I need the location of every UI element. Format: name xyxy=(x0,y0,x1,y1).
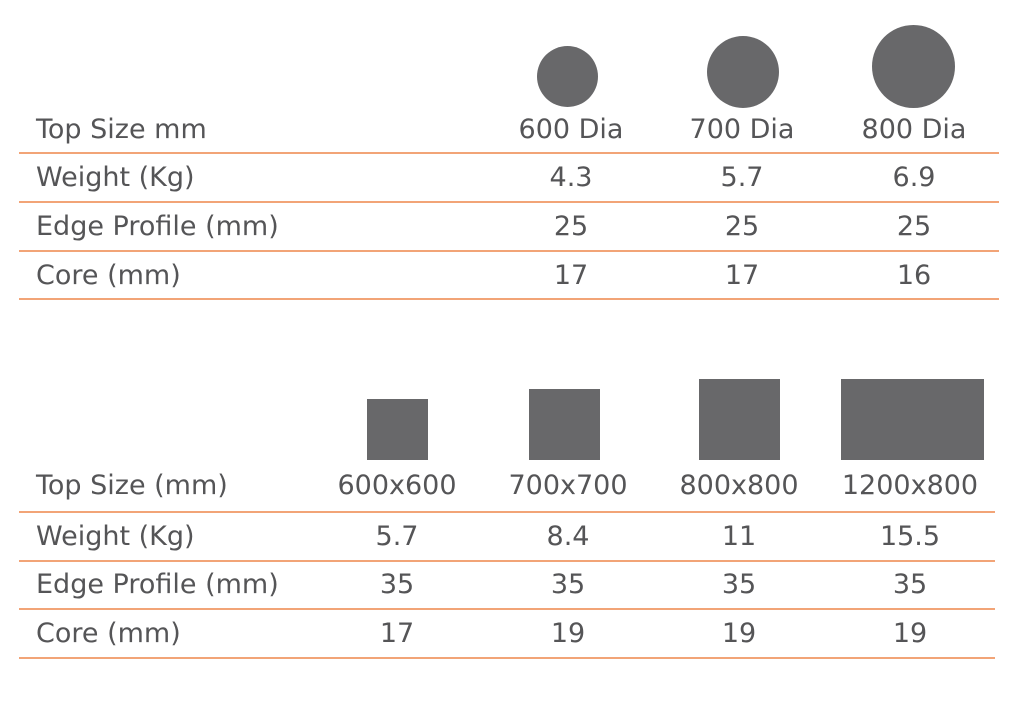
cell-value: 17 xyxy=(379,618,415,649)
row-label: Edge Profile (mm) xyxy=(36,211,279,242)
cell-value: 25 xyxy=(724,211,760,242)
divider xyxy=(19,657,995,659)
cell-value: 4.3 xyxy=(549,162,593,193)
cell-value: 25 xyxy=(896,211,932,242)
cell-value: 16 xyxy=(896,260,932,291)
row-label: Weight (Kg) xyxy=(36,521,195,552)
cell-value: 17 xyxy=(553,260,589,291)
divider xyxy=(19,511,995,513)
cell-value: 19 xyxy=(721,618,757,649)
divider xyxy=(19,608,995,610)
header-label: Top Size mm xyxy=(36,114,207,145)
size-label: 600x600 xyxy=(337,470,457,501)
cell-value: 25 xyxy=(553,211,589,242)
row-label: Edge Profile (mm) xyxy=(36,569,279,600)
cell-value: 15.5 xyxy=(879,521,941,552)
cell-value: 19 xyxy=(550,618,586,649)
circle-icon xyxy=(872,25,955,108)
cell-value: 35 xyxy=(379,569,415,600)
size-label: 700x700 xyxy=(508,470,628,501)
divider xyxy=(19,298,999,300)
cell-value: 8.4 xyxy=(546,521,590,552)
cell-value: 11 xyxy=(721,521,757,552)
divider xyxy=(19,250,999,252)
cell-value: 5.7 xyxy=(375,521,419,552)
size-label: 600 Dia xyxy=(518,114,624,145)
divider xyxy=(19,152,999,154)
cell-value: 17 xyxy=(724,260,760,291)
square-icon xyxy=(529,389,600,460)
row-label: Weight (Kg) xyxy=(36,162,195,193)
circle-icon xyxy=(537,46,598,107)
row-label: Core (mm) xyxy=(36,618,181,649)
cell-value: 35 xyxy=(550,569,586,600)
size-label: 800x800 xyxy=(679,470,799,501)
cell-value: 35 xyxy=(892,569,928,600)
divider xyxy=(19,560,995,562)
square-icon xyxy=(699,379,780,460)
size-label: 700 Dia xyxy=(689,114,795,145)
header-label: Top Size (mm) xyxy=(36,470,228,501)
square-icon xyxy=(367,399,428,460)
row-label: Core (mm) xyxy=(36,260,181,291)
cell-value: 5.7 xyxy=(720,162,764,193)
divider xyxy=(19,201,999,203)
rectangle-icon xyxy=(841,379,984,460)
size-label: 1200x800 xyxy=(841,470,979,501)
cell-value: 35 xyxy=(721,569,757,600)
circle-icon xyxy=(707,36,779,108)
cell-value: 19 xyxy=(892,618,928,649)
size-label: 800 Dia xyxy=(861,114,967,145)
cell-value: 6.9 xyxy=(892,162,936,193)
